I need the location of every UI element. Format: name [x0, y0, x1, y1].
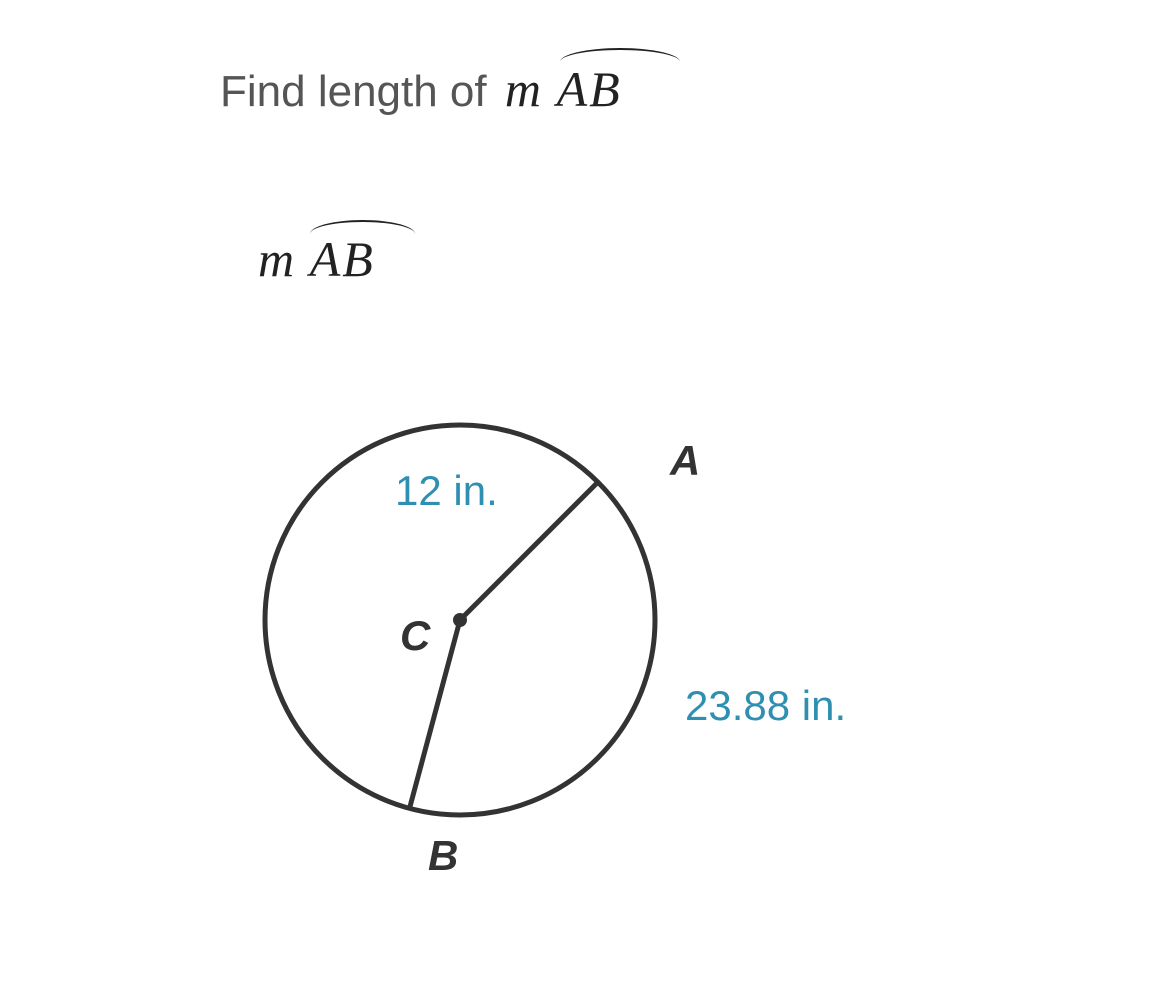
arc-notation-icon [310, 220, 415, 234]
label-B: B [428, 832, 458, 879]
arc-notation-icon [560, 48, 680, 62]
page: Find length of m AB m AB C A B 12 in. 23.88 … [0, 0, 1151, 1001]
question-math: m AB [505, 61, 622, 117]
label-C: C [400, 612, 431, 659]
question-text: Find length of m AB [220, 60, 622, 118]
circle-diagram: C A B 12 in. 23.88 in. [180, 360, 960, 920]
answer-symbol: m AB [258, 230, 375, 288]
arc-measure: 23.88 in. [685, 682, 846, 729]
label-A: A [669, 437, 700, 484]
center-dot [453, 613, 467, 627]
radius-measure: 12 in. [395, 467, 498, 514]
question-prefix: Find length of [220, 67, 499, 116]
